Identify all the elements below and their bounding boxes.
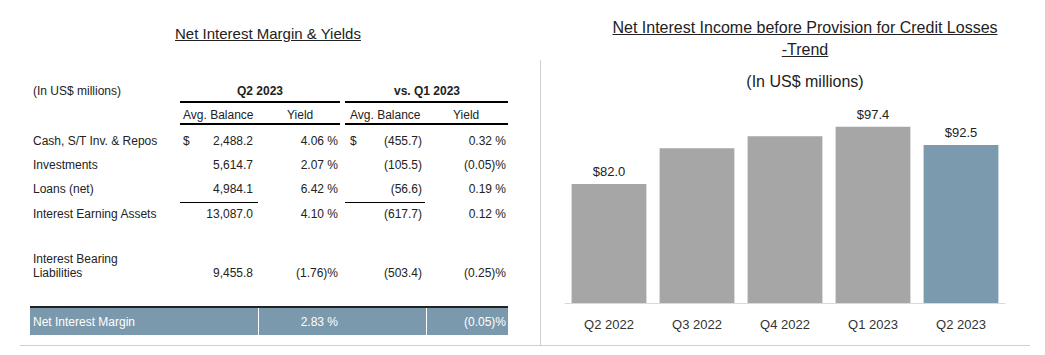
html-text:(105.5): (105.5) xyxy=(384,158,422,172)
svg-text:Q4 2022: Q4 2022 xyxy=(760,317,810,332)
svg-text:$82.0: $82.0 xyxy=(593,164,626,179)
svg-text:Q3 2022: Q3 2022 xyxy=(672,317,722,332)
html-text:(0.25)%: (0.25)% xyxy=(464,266,506,280)
svg-text:Q2 2023: Q2 2023 xyxy=(936,317,986,332)
html-text:Yield: Yield xyxy=(287,108,314,122)
html-text:(56.6): (56.6) xyxy=(390,182,422,196)
html-text:Avg. Balance: Avg. Balance xyxy=(350,108,421,122)
html-text:4,984.1: 4,984.1 xyxy=(213,182,253,196)
html-text:(0.05)%: (0.05)% xyxy=(464,158,506,172)
svg-text:$97.4: $97.4 xyxy=(857,107,890,122)
html-text:0.12 %: 0.12 % xyxy=(468,207,506,221)
html-text:Net Interest Margin: Net Interest Margin xyxy=(33,315,135,329)
html-text:vs. Q1 2023: vs. Q1 2023 xyxy=(394,84,460,98)
html-text:4.10 %: 4.10 % xyxy=(300,207,338,221)
html-text:(455.7): (455.7) xyxy=(384,134,422,148)
html-text:Net Interest Margin & Yields: Net Interest Margin & Yields xyxy=(175,25,361,42)
html-text:(617.7): (617.7) xyxy=(384,207,422,221)
html-text:6.42 %: 6.42 % xyxy=(300,182,338,196)
html-text:Avg. Balance: Avg. Balance xyxy=(183,108,254,122)
html-text:Interest Bearing Liabilities: Interest Bearing Liabilities xyxy=(33,252,118,280)
html-text:Cash, S/T Inv. & Repos: Cash, S/T Inv. & Repos xyxy=(33,134,158,148)
svg-text:Q1 2023: Q1 2023 xyxy=(848,317,898,332)
html-text:13,087.0: 13,087.0 xyxy=(206,207,253,221)
html-text:Q2 2023: Q2 2023 xyxy=(237,84,283,98)
html-text:(In US$ millions): (In US$ millions) xyxy=(33,84,121,98)
html-text:Interest Earning Assets: Interest Earning Assets xyxy=(33,207,157,221)
html-text:9,455.8: 9,455.8 xyxy=(213,266,253,280)
html-text:Investments: Investments xyxy=(33,158,98,172)
html-text:Net Interest Income before Pro: Net Interest Income before Provision for… xyxy=(612,19,998,58)
html-text:(In US$ millions): (In US$ millions) xyxy=(746,73,864,90)
html-text:(0.05)%: (0.05)% xyxy=(464,315,506,329)
html-text:4.06 %: 4.06 % xyxy=(300,134,338,148)
html-text:0.19 %: 0.19 % xyxy=(468,182,506,196)
svg-text:$92.5: $92.5 xyxy=(945,125,978,140)
html-text:0.32 %: 0.32 % xyxy=(468,134,506,148)
html-text:(1.76)%: (1.76)% xyxy=(296,266,338,280)
html-text:2.83 %: 2.83 % xyxy=(300,315,338,329)
html-text:5,614.7: 5,614.7 xyxy=(213,158,253,172)
html-text:2.07 %: 2.07 % xyxy=(300,158,338,172)
html-text:2,488.2: 2,488.2 xyxy=(213,134,253,148)
html-text:Loans (net): Loans (net) xyxy=(33,182,94,196)
html-text:Yield: Yield xyxy=(453,108,480,122)
html-text:(503.4): (503.4) xyxy=(384,266,422,280)
svg-text:Q2 2022: Q2 2022 xyxy=(584,317,634,332)
